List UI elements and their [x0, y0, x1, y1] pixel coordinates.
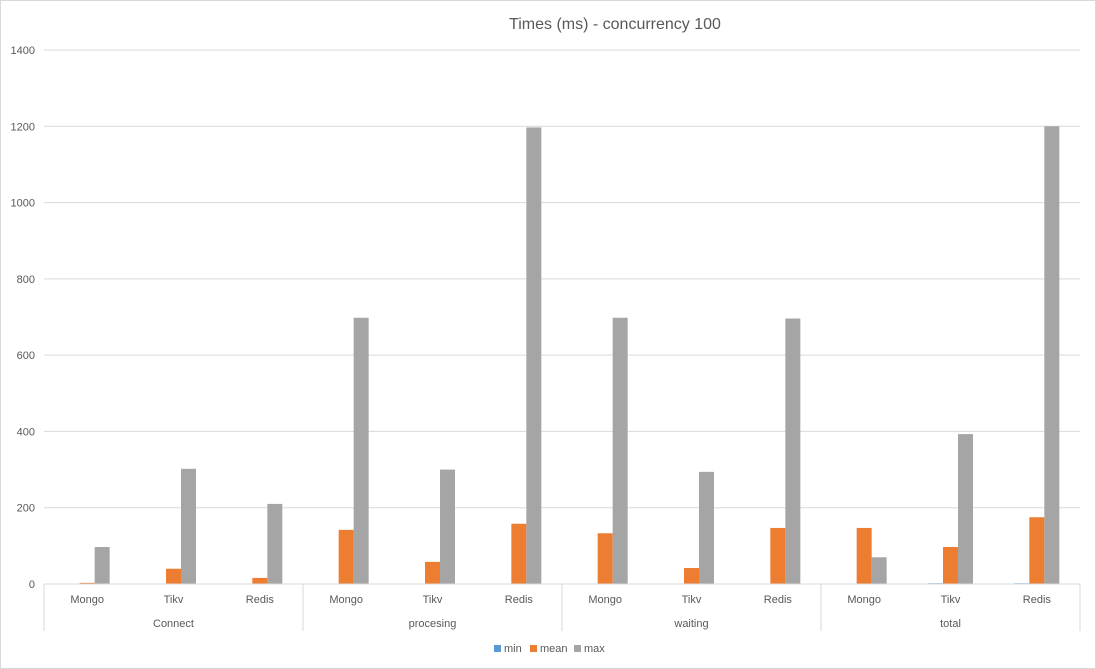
- category-label: Tikv: [164, 594, 184, 606]
- group-label: Connect: [153, 618, 194, 630]
- category-label: Redis: [505, 594, 534, 606]
- category-label: Tikv: [941, 594, 961, 606]
- y-tick-label: 1200: [11, 121, 35, 133]
- y-tick-label: 1000: [11, 198, 35, 210]
- bars: [79, 126, 1060, 585]
- category-label: Redis: [246, 594, 275, 606]
- group-label: procesing: [409, 618, 457, 630]
- bar-mean: [770, 527, 786, 584]
- legend-swatch-max: [574, 645, 581, 652]
- bar-mean: [425, 561, 440, 584]
- legend: min mean max: [494, 643, 605, 655]
- bar-mean: [252, 577, 268, 584]
- bar-mean: [166, 568, 181, 584]
- bar-mean: [1029, 517, 1045, 584]
- bar-max: [785, 318, 801, 584]
- bar-mean: [597, 533, 613, 584]
- chart-title: Times (ms) - concurrency 100: [509, 16, 721, 33]
- bar-max: [267, 503, 283, 584]
- y-axis-ticks: 0 200 400 600 800 1000 1200 1400: [11, 45, 35, 591]
- bar-mean: [943, 547, 958, 584]
- category-label: Mongo: [329, 594, 363, 606]
- x-axis: Mongo Tikv Redis Connect Mongo Tikv Redis proce…: [43, 583, 1081, 631]
- group-label: total: [940, 618, 961, 630]
- legend-swatch-min: [494, 645, 501, 652]
- bar-mean: [79, 582, 95, 584]
- bar-max: [440, 469, 455, 584]
- legend-label-mean: mean: [540, 643, 568, 655]
- category-label: Mongo: [588, 594, 622, 606]
- gridlines: [44, 49, 1080, 509]
- bar-max: [958, 434, 973, 584]
- y-tick-label: 1400: [11, 45, 35, 57]
- bar-mean: [511, 523, 527, 584]
- y-tick-label: 200: [17, 503, 35, 515]
- bar-max: [94, 547, 110, 584]
- category-label: Mongo: [70, 594, 104, 606]
- group-label: waiting: [673, 618, 708, 630]
- category-label: Redis: [764, 594, 793, 606]
- bar-max: [181, 468, 196, 584]
- y-tick-label: 600: [17, 350, 35, 362]
- bar-max: [1044, 126, 1060, 585]
- bar-max: [353, 317, 369, 584]
- bar-max: [612, 317, 628, 584]
- legend-swatch-mean: [530, 645, 537, 652]
- bar-mean: [684, 567, 699, 584]
- legend-label-min: min: [504, 643, 522, 655]
- category-label: Tikv: [682, 594, 702, 606]
- category-label: Tikv: [423, 594, 443, 606]
- bar-mean: [856, 527, 872, 584]
- bar-mean: [338, 529, 354, 584]
- y-tick-label: 400: [17, 426, 35, 438]
- legend-label-max: max: [584, 643, 605, 655]
- y-tick-label: 0: [29, 579, 35, 591]
- bar-max: [699, 471, 714, 584]
- category-label: Mongo: [847, 594, 881, 606]
- bar-max: [871, 557, 887, 584]
- y-tick-label: 800: [17, 274, 35, 286]
- category-label: Redis: [1023, 594, 1052, 606]
- bar-max: [526, 127, 542, 585]
